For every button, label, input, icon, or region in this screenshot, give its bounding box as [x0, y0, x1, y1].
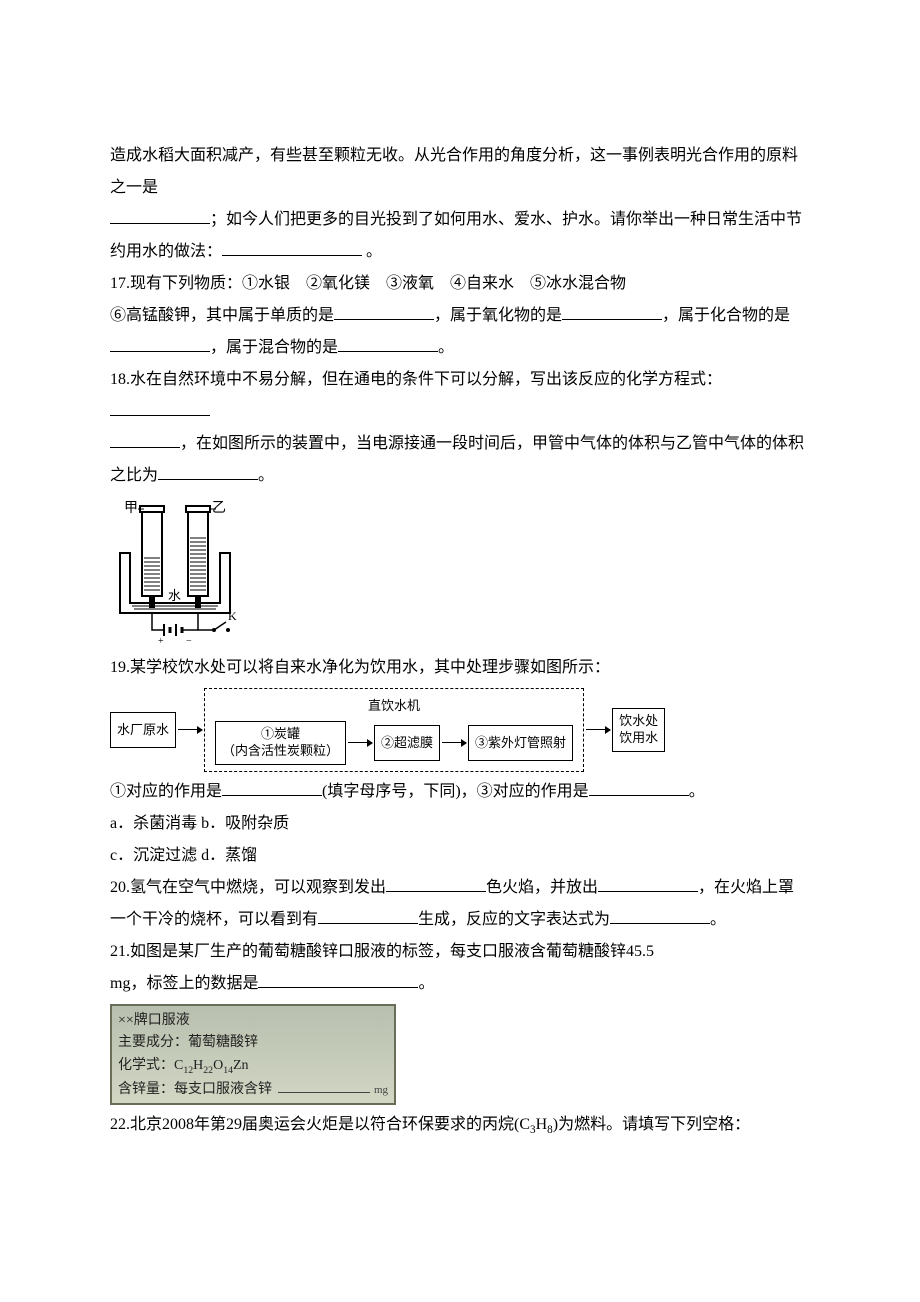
arrow-icon: [348, 742, 372, 743]
svg-text:−: −: [186, 636, 192, 647]
flow-box-carbon: ①炭罐 （内含活性炭颗粒）: [215, 721, 346, 765]
flow-box-uv: ③紫外灯管照射: [468, 725, 573, 761]
intro-line2b: 。: [362, 243, 382, 260]
q20-a: 20.氢气在空气中燃烧，可以观察到发出: [110, 879, 386, 896]
flow-box5-l1: 饮水处: [619, 713, 658, 730]
q18-apparatus: + − 甲 乙 水 K: [110, 498, 240, 648]
q19-qc: 。: [689, 783, 705, 800]
q21-label: ××牌口服液 主要成分：葡萄糖酸锌 化学式：C12H22O14Zn 含锌量：每支…: [110, 1004, 396, 1106]
intro-line2a: ；如今人们把更多的目光投到了如何用水、爱水、护水。请你举出一种日常生活中节约用水…: [110, 211, 802, 260]
label-blank[interactable]: [278, 1078, 370, 1093]
flow-dashed-group: 直饮水机 ①炭罐 （内含活性炭颗粒） ②超滤膜 ③紫外灯管照射: [204, 688, 584, 772]
label-mg: mg: [374, 1082, 388, 1100]
blank-18-1[interactable]: [110, 399, 210, 416]
blank-18-1b[interactable]: [110, 431, 180, 448]
blank-18-2[interactable]: [158, 463, 258, 480]
blank-17-3[interactable]: [110, 335, 210, 352]
blank-17-2[interactable]: [562, 303, 662, 320]
q18-line1: 18.水在自然环境中不易分解，但在通电的条件下可以分解，写出该反应的化学方程式：: [110, 364, 810, 428]
q17-l3b: 。: [438, 339, 454, 356]
svg-text:+: +: [158, 636, 164, 647]
q21-l2a: mg，标签上的数据是: [110, 975, 258, 992]
arrow-icon: [178, 729, 202, 730]
blank-17-4[interactable]: [338, 335, 438, 352]
blank-intro-1[interactable]: [110, 207, 210, 224]
blank-20-2[interactable]: [598, 875, 698, 892]
q20: 20.氢气在空气中燃烧，可以观察到发出色火焰，并放出，在火焰上罩一个干冷的烧杯，…: [110, 872, 810, 936]
intro-line2: ；如今人们把更多的目光投到了如何用水、爱水、护水。请你举出一种日常生活中节约用水…: [110, 204, 810, 268]
blank-17-1[interactable]: [334, 303, 434, 320]
q17-l2b: ，属于氧化物的是: [434, 307, 562, 324]
q19-qb: (填字母序号，下同)，③对应的作用是: [322, 783, 589, 800]
page: 造成水稻大面积减产，有些甚至颗粒无收。从光合作用的角度分析，这一事例表明光合作用…: [0, 0, 920, 1302]
flow-box-output: 饮水处 饮用水: [612, 708, 665, 752]
label-l3: 化学式：C12H22O14Zn: [118, 1055, 388, 1078]
flow-box5-l2: 饮用水: [619, 730, 658, 747]
q19-flow: 水厂原水 直饮水机 ①炭罐 （内含活性炭颗粒） ②超滤膜 ③紫外灯管照射 饮水处…: [110, 688, 810, 772]
q17-line2: ⑥高锰酸钾，其中属于单质的是 ，属于氧化物的是 ，属于化合物的是 ，属于混合物的是 。: [110, 300, 810, 364]
q17-l2c: ，属于化合物的是: [662, 307, 790, 324]
blank-21-1[interactable]: [258, 971, 418, 988]
flow-box2-l2: （内含活性炭颗粒）: [222, 743, 339, 760]
label-yi: 乙: [212, 500, 226, 516]
blank-20-4[interactable]: [610, 907, 710, 924]
label-water: 水: [168, 588, 181, 603]
q18-line2: ，在如图所示的装置中，当电源接通一段时间后，甲管中气体的体积与乙管中气体的体积之…: [110, 428, 810, 492]
q18-l2b: 。: [258, 467, 274, 484]
q19-qa: ①对应的作用是: [110, 783, 222, 800]
blank-20-3[interactable]: [318, 907, 418, 924]
q20-b: 色火焰，并放出: [486, 879, 598, 896]
flow-dashed-title: 直饮水机: [368, 693, 420, 719]
q21-l2b: 。: [418, 975, 434, 992]
arrow-icon: [586, 729, 610, 730]
label-switch: K: [228, 609, 237, 623]
q19-opts-ab: a．杀菌消毒 b．吸附杂质: [110, 808, 810, 840]
label-jia: 甲: [124, 501, 138, 516]
q17-line1: 17.现有下列物质：①水银 ②氧化镁 ③液氧 ④自来水 ⑤冰水混合物: [110, 268, 810, 300]
q18-l1a: 18.水在自然环境中不易分解，但在通电的条件下可以分解，写出该反应的化学方程式：: [110, 371, 722, 388]
flow-box-filter: ②超滤膜: [374, 725, 440, 761]
blank-intro-2[interactable]: [222, 239, 362, 256]
label-l1: ××牌口服液: [118, 1010, 388, 1032]
q21-line2: mg，标签上的数据是 。: [110, 968, 810, 1000]
q17-l2a: ⑥高锰酸钾，其中属于单质的是: [110, 307, 334, 324]
label-l2: 主要成分：葡萄糖酸锌: [118, 1032, 388, 1054]
blank-20-1[interactable]: [386, 875, 486, 892]
q20-d: 生成，反应的文字表达式为: [418, 911, 610, 928]
flow-box-source: 水厂原水: [110, 712, 176, 748]
q22: 22.北京2008年第29届奥运会火炬是以符合环保要求的丙烷(C3H8)为燃料。…: [110, 1109, 810, 1142]
q19-question: ①对应的作用是 (填字母序号，下同)，③对应的作用是 。: [110, 776, 810, 808]
q20-e: 。: [710, 911, 726, 928]
q19-opts-cd: c．沉淀过滤 d．蒸馏: [110, 840, 810, 872]
q21-line1: 21.如图是某厂生产的葡萄糖酸锌口服液的标签，每支口服液含葡萄糖酸锌45.5: [110, 936, 810, 968]
q19-stem: 19.某学校饮水处可以将自来水净化为饮用水，其中处理步骤如图所示：: [110, 652, 810, 684]
intro-line1: 造成水稻大面积减产，有些甚至颗粒无收。从光合作用的角度分析，这一事例表明光合作用…: [110, 140, 810, 204]
blank-19-1[interactable]: [222, 779, 322, 796]
label-l4: 含锌量：每支口服液含锌: [118, 1079, 272, 1101]
blank-19-2[interactable]: [589, 779, 689, 796]
flow-box2-l1: ①炭罐: [222, 726, 339, 743]
arrow-icon: [442, 742, 466, 743]
q17-l3a: ，属于混合物的是: [210, 339, 338, 356]
